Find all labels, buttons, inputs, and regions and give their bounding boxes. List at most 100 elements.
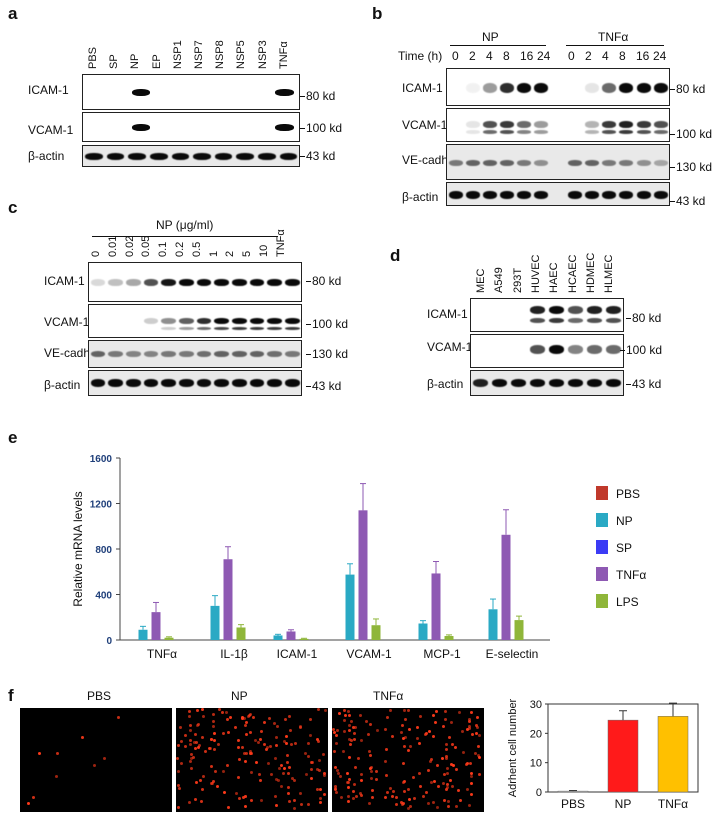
- panel-c-blot-icam: [88, 262, 302, 302]
- time-label-np: 2: [469, 49, 476, 63]
- time-label-tnf: 24: [653, 49, 667, 63]
- time-label-np: 16: [520, 49, 534, 63]
- panel-d-row-label: VCAM-1: [427, 340, 473, 354]
- lane-label: HCAEC: [566, 254, 579, 293]
- x-tick-label: TNFα: [658, 797, 688, 811]
- lane-label: 0.02: [123, 235, 136, 257]
- panel-a-row-label: VCAM-1: [28, 123, 74, 137]
- legend-swatch: [596, 540, 608, 554]
- panel-d-kd: 43 kd: [625, 377, 662, 391]
- x-tick-label: VCAM-1: [346, 647, 392, 661]
- lane-label: NSP7: [193, 40, 205, 69]
- legend-label: SP: [616, 541, 632, 555]
- panel-f-image-label-tnf: TNFα: [373, 689, 404, 703]
- panel-c-row-label: ICAM-1: [44, 274, 85, 288]
- bar-tnfα-mcp-1: [431, 573, 441, 640]
- panel-f-image-label-np: NP: [231, 689, 248, 703]
- panel-c-blot-actin: [88, 370, 302, 396]
- panel-c-header: NP (μg/ml): [156, 218, 214, 232]
- bar-lps-vcam-1: [371, 625, 381, 640]
- y-tick-label: 1200: [90, 500, 113, 511]
- panel-b-kd: 100 kd: [669, 127, 713, 141]
- panel-e-letter: e: [8, 428, 18, 447]
- lane-label: HUVEC: [529, 254, 542, 293]
- bar-tnfα-tnfα: [151, 612, 161, 640]
- panel-a-blot-icam: [82, 74, 300, 110]
- panel-a-kd: 100 kd: [299, 121, 343, 135]
- lane-label: 0.05: [140, 235, 153, 257]
- lane-label: 0.5: [190, 241, 203, 257]
- bar-lps-tnfα: [164, 637, 174, 640]
- bar-np-e-selectin: [488, 609, 498, 640]
- bar-tnfα-icam-1: [286, 631, 296, 640]
- time-label-tnf: 8: [619, 49, 626, 63]
- bar-lps-il-1β: [236, 627, 246, 640]
- y-tick-label: 0: [536, 787, 542, 799]
- lane-label: SP: [108, 54, 121, 69]
- panel-c-header-line: [92, 236, 278, 237]
- panel-b-tnf-line: [566, 45, 664, 46]
- panel-f-image-label-pbs: PBS: [87, 689, 112, 703]
- lane-label: 1: [207, 250, 220, 257]
- panel-b-blot-actin: [446, 182, 670, 206]
- panel-b-row-label: β-actin: [402, 190, 439, 204]
- legend-label: TNFα: [616, 568, 646, 582]
- legend-swatch: [596, 567, 608, 581]
- panel-a-blot-vcam: [82, 112, 300, 142]
- y-tick-label: 20: [530, 728, 542, 740]
- panel-d-row-label: ICAM-1: [427, 307, 468, 321]
- lane-label: TNFα: [274, 229, 287, 257]
- lane-label: NP: [129, 53, 142, 69]
- lane-label: 5: [241, 250, 254, 257]
- panel-a-letter: a: [8, 4, 18, 23]
- time-label-np: 8: [503, 49, 510, 63]
- x-tick-label: ICAM-1: [277, 647, 318, 661]
- time-label-tnf: 2: [585, 49, 592, 63]
- panel-d-blot-icam: [470, 298, 624, 332]
- y-axis-label: Adrhent cell number: [507, 698, 519, 797]
- lane-label: HDMEC: [584, 252, 597, 293]
- panel-a-row-label: ICAM-1: [28, 83, 69, 97]
- lane-label: NSP1: [171, 40, 184, 69]
- chart-mrna-levels: 0 400 800 1200 1600 Relative mRNA levels TNFα I…: [71, 454, 550, 661]
- lane-label: 293T: [511, 267, 524, 293]
- chart-mrna-legend: PBS NP SP TNFα LPS: [596, 486, 646, 609]
- chart-adherent-cells: 0 10 20 30 Adrhent cell number PBS NP TNFα: [507, 698, 699, 811]
- time-label-tnf: 0: [568, 49, 575, 63]
- panel-c-kd: 43 kd: [305, 379, 342, 393]
- panel-a-kd: 80 kd: [299, 89, 336, 103]
- y-tick-label: 10: [530, 758, 542, 770]
- bar-lps-icam-1: [299, 638, 309, 640]
- legend-swatch: [596, 513, 608, 527]
- panel-c-row-label: VCAM-1: [44, 315, 90, 329]
- lane-label: 10: [258, 244, 270, 257]
- legend-swatch: [596, 594, 608, 608]
- panel-c-blot-vcam: [88, 304, 302, 338]
- panel-b-row-label: VCAM-1: [402, 118, 448, 132]
- panel-c-letter: c: [8, 198, 18, 217]
- bar-np-vcam-1: [345, 574, 355, 640]
- panel-c-row-label: β-actin: [44, 378, 81, 392]
- panel-d-kd: 80 kd: [625, 311, 662, 325]
- panel-b-blot-icam: [446, 68, 670, 106]
- micrograph-np: [176, 708, 328, 812]
- legend-label: LPS: [616, 595, 639, 609]
- lane-label: 0: [90, 250, 102, 257]
- panel-b-blot-vecad: [446, 144, 670, 180]
- y-tick-label: 400: [95, 591, 112, 602]
- lane-label: HLMEC: [603, 254, 616, 293]
- bar-tnfα-il-1β: [223, 559, 233, 640]
- x-tick-label: TNFα: [147, 647, 177, 661]
- y-tick-label: 30: [530, 699, 542, 711]
- panel-d-letter: d: [390, 246, 401, 265]
- time-label-tnf: 4: [602, 49, 609, 63]
- panel-b-kd: 43 kd: [669, 194, 706, 208]
- bar-np-mcp-1: [418, 623, 428, 640]
- lane-label: 0.2: [174, 241, 186, 257]
- legend-swatch: [596, 486, 608, 500]
- lane-label: EP: [150, 54, 163, 69]
- panel-b-group-np: NP: [482, 30, 499, 44]
- lane-label: HAEC: [548, 262, 561, 293]
- panel-b-blot-vcam: [446, 108, 670, 142]
- lane-label: 2: [224, 250, 237, 257]
